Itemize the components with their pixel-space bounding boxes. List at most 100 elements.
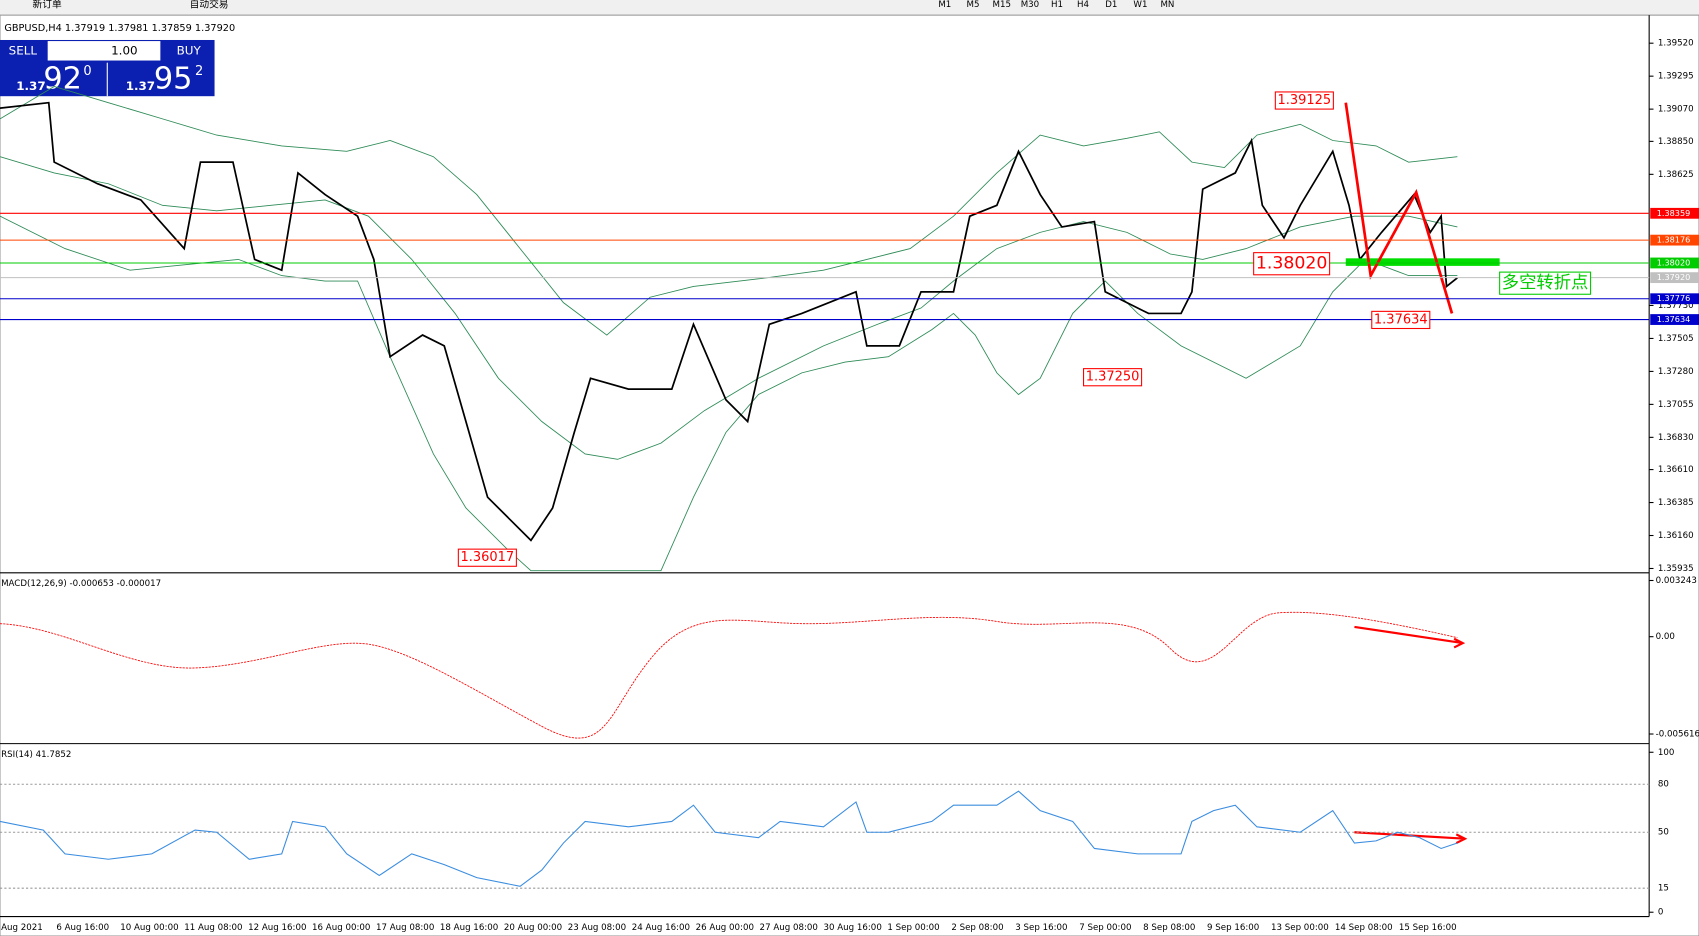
time-label: 11 Aug 08:00 xyxy=(184,923,242,933)
rsi-label: RSI(14) 41.7852 xyxy=(1,750,71,760)
ask-sup: 2 xyxy=(195,64,203,79)
sell-button[interactable]: SELL xyxy=(9,43,38,57)
arrow-path xyxy=(1344,102,1454,314)
level-tag xyxy=(1650,257,1699,269)
time-label: 18 Aug 16:00 xyxy=(440,923,498,933)
time-label: 10 Aug 00:00 xyxy=(120,923,178,933)
ask-big: 95 xyxy=(154,62,193,97)
time-label: 20 Aug 00:00 xyxy=(504,923,562,933)
time-label: 30 Aug 16:00 xyxy=(823,923,881,933)
price-tick-label: 1.36385 xyxy=(1658,498,1694,508)
toolbar xyxy=(0,0,1699,16)
level-tag xyxy=(1650,314,1699,325)
timeframe-button[interactable]: M15 xyxy=(993,0,1011,10)
time-label: 13 Sep 00:00 xyxy=(1271,923,1329,933)
time-label: 12 Aug 16:00 xyxy=(248,923,306,933)
level-tag-label: 1.38359 xyxy=(1657,208,1691,218)
macd-tick-label: 0.003243 xyxy=(1656,576,1697,586)
level-tag-label: 1.37920 xyxy=(1657,272,1691,282)
bid-prefix: 1.37 xyxy=(16,79,45,93)
annotation: 1.36017 xyxy=(461,550,515,565)
time-label: 9 Sep 16:00 xyxy=(1207,923,1259,933)
price-tick-label: 1.37505 xyxy=(1658,334,1694,344)
time-label: 27 Aug 08:00 xyxy=(760,923,818,933)
ask-prefix: 1.37 xyxy=(126,79,155,93)
lot-box[interactable] xyxy=(47,41,161,61)
bollinger-upper xyxy=(0,85,1458,336)
price-tick-label: 1.36610 xyxy=(1658,465,1694,475)
time-label: 6 Aug 16:00 xyxy=(56,923,109,933)
time-label: 3 Sep 16:00 xyxy=(1015,923,1067,933)
timeframe-button[interactable]: M5 xyxy=(967,0,980,10)
time-label: 16 Aug 00:00 xyxy=(312,923,370,933)
time-label: 23 Aug 08:00 xyxy=(568,923,626,933)
timeframe-button[interactable]: H4 xyxy=(1077,0,1090,10)
level-tag xyxy=(1650,293,1699,305)
time-label: Aug 2021 xyxy=(1,923,43,933)
bollinger-middle xyxy=(0,156,1458,460)
price-tick-label: 1.39295 xyxy=(1658,72,1694,82)
bid-big: 92 xyxy=(43,62,82,97)
annotation-box xyxy=(1371,310,1431,330)
new-order-button[interactable]: 新订单 xyxy=(33,0,62,10)
timeframe-button[interactable]: H1 xyxy=(1051,0,1063,10)
rsi-tick-label: 15 xyxy=(1658,884,1669,894)
price-tick-label: 1.37055 xyxy=(1658,400,1694,410)
price-tick-label: 1.39520 xyxy=(1658,39,1694,49)
rsi-arrow xyxy=(1354,831,1468,845)
price-path xyxy=(0,101,1458,542)
annotation: 多空转折点 xyxy=(1502,273,1589,293)
bid-sup: 0 xyxy=(83,64,91,79)
time-label: 17 Aug 08:00 xyxy=(376,923,434,933)
macd-arrow xyxy=(1354,625,1466,649)
annotation-box xyxy=(457,548,517,567)
auto-trading-button[interactable]: 自动交易 xyxy=(190,0,229,10)
rsi-tick-label: 100 xyxy=(1658,748,1675,758)
level-tag-label: 1.38176 xyxy=(1657,235,1691,245)
timeframe-button[interactable]: M1 xyxy=(938,0,951,10)
annotation-box xyxy=(1499,271,1592,295)
price-tick-label: 1.38625 xyxy=(1658,170,1694,180)
pivot-zone xyxy=(1345,258,1500,266)
rsi-line xyxy=(0,790,1458,887)
level-tag xyxy=(1650,272,1699,284)
time-label: 1 Sep 00:00 xyxy=(887,923,939,933)
level-tag-label: 1.37634 xyxy=(1657,314,1691,324)
buy-button[interactable]: BUY xyxy=(177,43,202,57)
rsi-tick-label: 80 xyxy=(1658,780,1669,790)
annotation: 1.38020 xyxy=(1256,254,1328,274)
timeframe-button[interactable]: MN xyxy=(1160,0,1174,10)
time-label: 26 Aug 00:00 xyxy=(696,923,754,933)
level-tag xyxy=(1650,234,1699,246)
bollinger-lower xyxy=(0,215,1458,572)
price-tick-label: 1.39070 xyxy=(1658,105,1694,115)
annotation: 1.39125 xyxy=(1278,93,1332,108)
timeframe-button[interactable]: M30 xyxy=(1021,0,1039,10)
time-label: 15 Sep 16:00 xyxy=(1399,923,1457,933)
macd-tick-label: -0.005616 xyxy=(1656,730,1699,740)
level-tag xyxy=(1650,207,1699,219)
rsi-tick-label: 50 xyxy=(1658,828,1669,838)
time-label: 24 Aug 16:00 xyxy=(632,923,690,933)
annotation-box xyxy=(1253,252,1331,276)
price-tick-label: 1.36830 xyxy=(1658,433,1694,443)
annotation: 1.37250 xyxy=(1086,370,1140,385)
time-label: 7 Sep 00:00 xyxy=(1079,923,1131,933)
time-label: 8 Sep 08:00 xyxy=(1143,923,1195,933)
level-tag-label: 1.38020 xyxy=(1657,257,1691,267)
chart-window xyxy=(0,14,1699,936)
chart-title: GBPUSD,H4 1.37919 1.37981 1.37859 1.3792… xyxy=(4,23,235,34)
level-tag-label: 1.37776 xyxy=(1657,293,1691,303)
price-tick-label: 1.37730 xyxy=(1658,301,1694,311)
macd-label: MACD(12,26,9) -0.000653 -0.000017 xyxy=(1,579,161,589)
timeframe-button[interactable]: D1 xyxy=(1105,0,1117,10)
lot-size[interactable]: 1.00 xyxy=(111,43,138,57)
macd-tick-label: 0.00 xyxy=(1656,632,1675,642)
rsi-tick-label: 0 xyxy=(1658,908,1664,918)
timeframe-button[interactable]: W1 xyxy=(1133,0,1147,10)
time-label: 14 Sep 08:00 xyxy=(1335,923,1393,933)
annotation-box xyxy=(1083,368,1143,387)
price-tick-label: 1.35935 xyxy=(1658,564,1694,574)
